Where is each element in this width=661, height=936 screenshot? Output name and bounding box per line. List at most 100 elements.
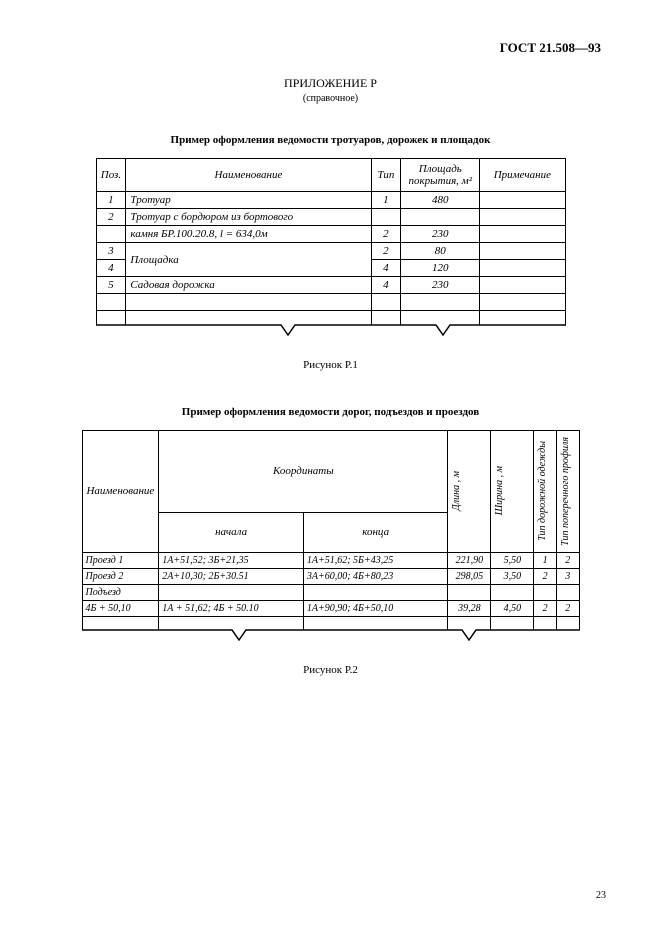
cell-pt: 3	[556, 568, 579, 584]
table-row: Проезд 1 1А+51,52; 3Б+21,35 1А+51,62; 5Б…	[82, 552, 579, 568]
table2-caption: Рисунок Р.2	[50, 664, 611, 676]
cell-area: 80	[401, 243, 480, 260]
cell-area: 230	[401, 277, 480, 294]
cell-type	[371, 209, 401, 226]
cell-rt: 2	[534, 568, 557, 584]
cell-start	[159, 584, 304, 600]
cell-pos	[96, 294, 126, 311]
th-name: Наименова­ние	[82, 430, 159, 552]
table-row: 3 Площадка 2 80	[96, 243, 565, 260]
cell-wid	[491, 584, 534, 600]
cell-type: 4	[371, 277, 401, 294]
cell-note	[480, 294, 565, 311]
table1-header-row: Поз. Наименование Тип Площадь покрытия, …	[96, 159, 565, 192]
cell-name: Площадка	[126, 243, 371, 277]
cell-type	[371, 294, 401, 311]
th-type: Тип	[371, 159, 401, 192]
page-number: 23	[596, 890, 606, 901]
cell-wid: 5,50	[491, 552, 534, 568]
table2-title: Пример оформления ведомости дорог, подъе…	[50, 406, 611, 418]
cell-name: Проезд 2	[82, 568, 159, 584]
cell-len	[448, 584, 491, 600]
th-coords: Координаты	[159, 430, 448, 512]
cell-area: 480	[401, 192, 480, 209]
cell-type: 2	[371, 226, 401, 243]
cell-note	[480, 192, 565, 209]
table-row: 2 Тротуар с бордюром из бортового	[96, 209, 565, 226]
cell-len: 221,90	[448, 552, 491, 568]
cell-end: 1А+90,90; 4Б+50,10	[303, 600, 448, 616]
th-note: Примечание	[480, 159, 565, 192]
torn-edge-icon	[82, 628, 580, 644]
cell-end: 3А+60,00; 4Б+80,23	[303, 568, 448, 584]
th-width-label: Ширина , м	[493, 462, 506, 519]
th-name: Наименование	[126, 159, 371, 192]
cell-pt: 2	[556, 552, 579, 568]
th-profiletype-label: Тип поперечно­го профиля	[559, 433, 572, 550]
cell-type: 2	[371, 243, 401, 260]
cell-start: 1А+51,52; 3Б+21,35	[159, 552, 304, 568]
cell-name: Садовая дорожка	[126, 277, 371, 294]
table-row: камня БР.100.20.8, l = 634,0м 2 230	[96, 226, 565, 243]
cell-pos	[96, 226, 126, 243]
cell-type: 4	[371, 260, 401, 277]
cell-note	[480, 243, 565, 260]
cell-wid: 3,50	[491, 568, 534, 584]
table-row	[96, 294, 565, 311]
cell-pos: 1	[96, 192, 126, 209]
cell-rt: 2	[534, 600, 557, 616]
table-row: 4Б + 50,10 1А + 51,62; 4Б + 50.10 1А+90,…	[82, 600, 579, 616]
cell-name: Проезд 1	[82, 552, 159, 568]
cell-name: 4Б + 50,10	[82, 600, 159, 616]
table1-wrap: Поз. Наименование Тип Площадь покрытия, …	[50, 158, 611, 339]
cell-end: 1А+51,62; 5Б+43,25	[303, 552, 448, 568]
cell-area	[401, 209, 480, 226]
th-profiletype: Тип поперечно­го профиля	[556, 430, 579, 552]
th-roadtype: Тип дорожной одежды	[534, 430, 557, 552]
torn-edge	[96, 325, 566, 339]
cell-note	[480, 209, 565, 226]
cell-pos: 5	[96, 277, 126, 294]
cell-name: Подъезд	[82, 584, 159, 600]
th-length: Длина , м	[448, 430, 491, 552]
cell-rt	[534, 584, 557, 600]
table-row: 5 Садовая дорожка 4 230	[96, 277, 565, 294]
th-roadtype-label: Тип дорожной одежды	[536, 437, 549, 545]
cell-start: 1А + 51,62; 4Б + 50.10	[159, 600, 304, 616]
th-width: Ширина , м	[491, 430, 534, 552]
th-start: начала	[159, 512, 304, 552]
cell-pos: 3	[96, 243, 126, 260]
table1-caption: Рисунок Р.1	[50, 359, 611, 371]
table-row: 1 Тротуар 1 480	[96, 192, 565, 209]
cell-area: 120	[401, 260, 480, 277]
table-row: Проезд 2 2А+10,30; 2Б+30.51 3А+60,00; 4Б…	[82, 568, 579, 584]
table-row: Подъезд	[82, 584, 579, 600]
cell-wid: 4,50	[491, 600, 534, 616]
table1-title: Пример оформления ведомости тротуаров, д…	[50, 134, 611, 146]
cell-pos: 4	[96, 260, 126, 277]
cell-type: 1	[371, 192, 401, 209]
th-length-label: Длина , м	[450, 467, 463, 515]
appendix-title: ПРИЛОЖЕНИЕ Р	[50, 76, 611, 91]
cell-pt: 2	[556, 600, 579, 616]
cell-pos: 2	[96, 209, 126, 226]
table2-wrap: Наименова­ние Координаты Длина , м Ширин…	[50, 430, 611, 644]
cell-name	[126, 294, 371, 311]
table1: Поз. Наименование Тип Площадь покрытия, …	[96, 158, 566, 325]
cell-note	[480, 260, 565, 277]
cell-name: Тротуар с бордюром из бортового	[126, 209, 371, 226]
cell-end	[303, 584, 448, 600]
cell-pt	[556, 584, 579, 600]
cell-rt: 1	[534, 552, 557, 568]
cell-start: 2А+10,30; 2Б+30.51	[159, 568, 304, 584]
cell-len: 298,05	[448, 568, 491, 584]
th-pos: Поз.	[96, 159, 126, 192]
cell-area: 230	[401, 226, 480, 243]
torn-edge-icon	[96, 323, 566, 339]
cell-note	[480, 277, 565, 294]
cell-name: Тротуар	[126, 192, 371, 209]
document-header: ГОСТ 21.508—93	[50, 40, 601, 56]
table2: Наименова­ние Координаты Длина , м Ширин…	[82, 430, 580, 630]
cell-name: камня БР.100.20.8, l = 634,0м	[126, 226, 371, 243]
appendix-subtitle: (справочное)	[50, 93, 611, 104]
